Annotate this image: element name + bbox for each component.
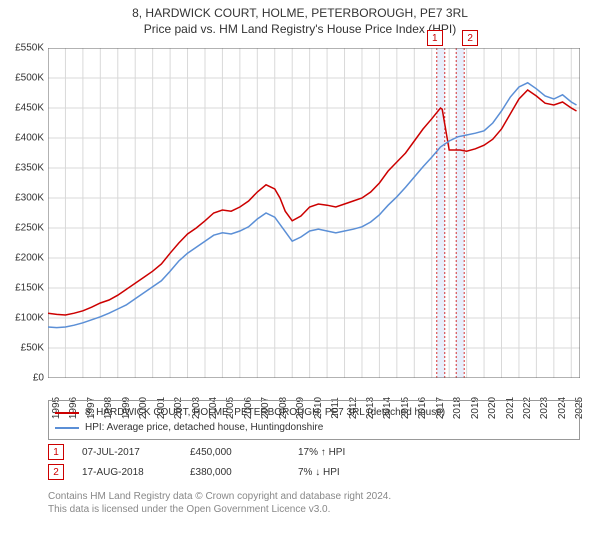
legend-row-hpi: HPI: Average price, detached house, Hunt…: [55, 420, 573, 435]
footnote-line-1: Contains HM Land Registry data © Crown c…: [48, 490, 391, 503]
footnote: Contains HM Land Registry data © Crown c…: [48, 490, 391, 516]
title-block: 8, HARDWICK COURT, HOLME, PETERBOROUGH, …: [0, 0, 600, 38]
chart-title: 8, HARDWICK COURT, HOLME, PETERBOROUGH, …: [0, 6, 600, 20]
legend-label-property: 8, HARDWICK COURT, HOLME, PETERBOROUGH, …: [85, 405, 445, 420]
legend-label-hpi: HPI: Average price, detached house, Hunt…: [85, 420, 323, 435]
sale-date-1: 07-JUL-2017: [82, 447, 172, 458]
sale-price-2: £380,000: [190, 467, 280, 478]
sale-date-2: 17-AUG-2018: [82, 467, 172, 478]
sale-marker-1: 1: [48, 444, 64, 460]
sale-hpi-1: 17% ↑ HPI: [298, 447, 388, 458]
sale-price-1: £450,000: [190, 447, 280, 458]
sale-hpi-2: 7% ↓ HPI: [298, 467, 388, 478]
sale-row-1: 1 07-JUL-2017 £450,000 17% ↑ HPI: [48, 442, 580, 462]
chart-plot-area: [48, 48, 580, 378]
sale-row-2: 2 17-AUG-2018 £380,000 7% ↓ HPI: [48, 462, 580, 482]
legend: 8, HARDWICK COURT, HOLME, PETERBOROUGH, …: [48, 400, 580, 440]
chart-subtitle: Price paid vs. HM Land Registry's House …: [0, 22, 600, 36]
sale-marker-2: 2: [48, 464, 64, 480]
footnote-line-2: This data is licensed under the Open Gov…: [48, 503, 391, 516]
legend-swatch-hpi: [55, 427, 79, 429]
legend-swatch-property: [55, 412, 79, 414]
chart-svg: [48, 48, 580, 378]
sales-table: 1 07-JUL-2017 £450,000 17% ↑ HPI 2 17-AU…: [48, 442, 580, 482]
legend-row-property: 8, HARDWICK COURT, HOLME, PETERBOROUGH, …: [55, 405, 573, 420]
